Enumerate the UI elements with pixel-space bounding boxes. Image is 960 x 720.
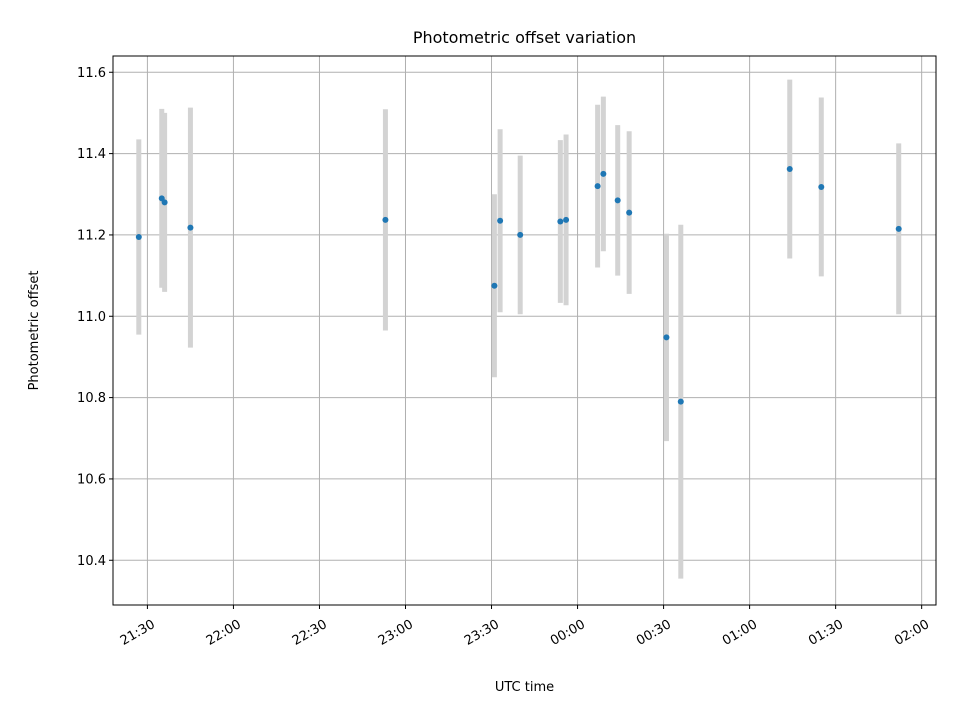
x-tick-label: 22:30	[290, 617, 330, 649]
data-point	[786, 166, 793, 173]
data-point	[818, 183, 825, 190]
data-point	[895, 225, 902, 232]
x-tick-label: 22:00	[204, 617, 244, 649]
grid-layer	[113, 56, 936, 605]
y-tick-label: 10.8	[77, 391, 106, 406]
x-tick-label: 00:00	[548, 617, 588, 649]
x-tick-label: 23:30	[462, 617, 502, 649]
data-point	[135, 233, 142, 240]
data-point	[491, 282, 498, 289]
data-point	[614, 197, 621, 204]
x-tick-layer: 21:30 22:00 22:30 23:00 23:30 00:00 00:30 01:00…	[118, 605, 932, 649]
x-tick-label: 02:00	[892, 617, 932, 649]
data-point	[563, 216, 570, 223]
errorbar-layer	[136, 79, 902, 579]
data-point	[663, 334, 670, 341]
data-point	[677, 398, 684, 405]
data-point	[161, 199, 168, 206]
y-tick-label: 10.4	[77, 554, 106, 569]
x-axis-label: UTC time	[495, 680, 554, 695]
data-point	[594, 183, 601, 190]
y-tick-label: 11.4	[77, 147, 106, 162]
data-point	[600, 170, 607, 177]
x-tick-label: 01:00	[720, 617, 760, 649]
x-tick-label: 01:30	[806, 617, 846, 649]
data-point	[557, 218, 564, 225]
x-tick-label: 00:30	[634, 617, 674, 649]
y-axis-label: Photometric offset	[27, 271, 42, 391]
plot-frame	[112, 55, 937, 606]
y-tick-label: 11.2	[77, 228, 106, 243]
chart-title: Photometric offset variation	[413, 28, 636, 47]
data-point	[626, 209, 633, 216]
y-tick-label: 11.6	[77, 66, 106, 81]
data-point	[382, 216, 389, 223]
data-point	[517, 231, 524, 238]
data-point	[497, 217, 504, 224]
y-tick-label: 11.0	[77, 310, 106, 325]
y-tick-layer: 10.4 10.6 10.8 11.0 11.2 11.4 11.6	[77, 66, 113, 569]
y-tick-label: 10.6	[77, 472, 106, 487]
data-point	[187, 224, 194, 231]
x-tick-label: 23:00	[376, 617, 416, 649]
x-tick-label: 21:30	[118, 617, 158, 649]
point-layer	[135, 166, 902, 405]
